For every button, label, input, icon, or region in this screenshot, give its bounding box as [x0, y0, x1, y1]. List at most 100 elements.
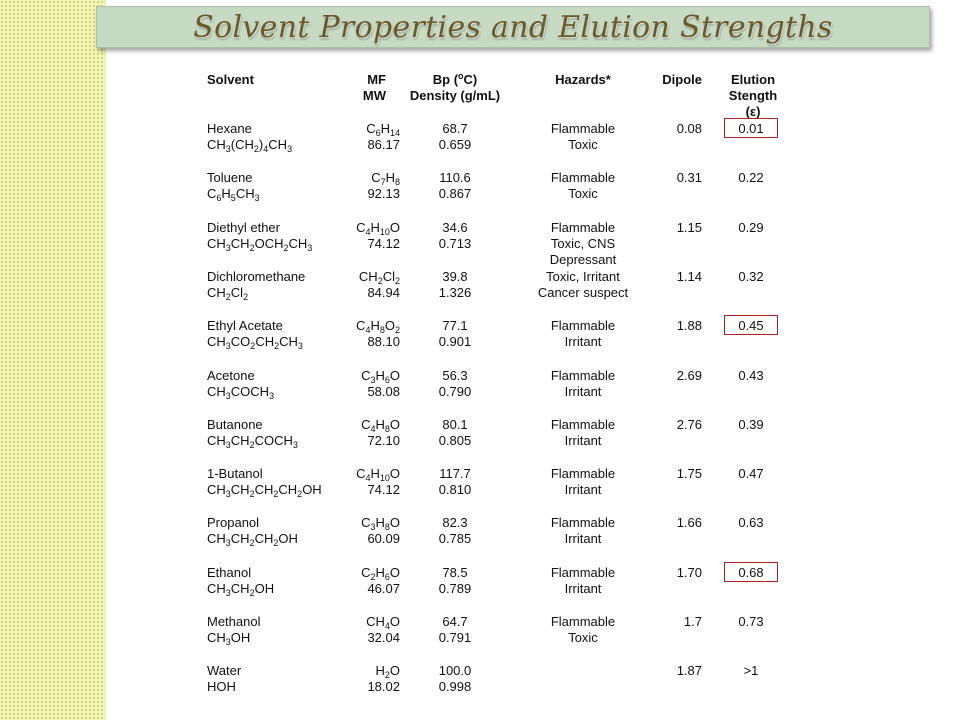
solvent-name-cell: Ethyl Acetate CH3CO2CH2CH3	[207, 318, 357, 351]
boiling-point: 56.3	[442, 368, 468, 383]
dipole-value: 1.88	[676, 318, 702, 333]
header-solvent: Solvent	[207, 72, 357, 88]
density: 0.790	[438, 384, 472, 399]
elution-cell: 0.47	[722, 466, 780, 482]
boiling-point: 110.6	[439, 170, 471, 185]
solvent-structural-formula: CH3CH2OH	[207, 581, 275, 598]
molecular-weight: 32.04	[367, 630, 400, 645]
solvent-name-cell: Dichloromethane CH2Cl2	[207, 269, 357, 302]
dipole-cell: 0.31	[640, 170, 702, 186]
hazard-text: Flammable	[550, 368, 616, 383]
molecular-weight: 58.08	[367, 384, 400, 399]
elution-value: 0.32	[738, 269, 764, 284]
molecular-weight: 74.12	[367, 236, 400, 251]
solvent-name-cell: Propanol CH3CH2CH2OH	[207, 515, 357, 548]
dipole-cell: 1.88	[640, 318, 702, 334]
density: 0.810	[438, 482, 472, 497]
hazard-text: Flammable	[550, 466, 616, 481]
bp-density-cell: 64.7 0.791	[400, 614, 510, 646]
density: 0.901	[438, 334, 472, 349]
header-mf-mw: MF MW	[330, 72, 386, 104]
solvent-name: Water	[207, 663, 242, 678]
hazards-cell: Flammable Toxic, CNS Depressant	[520, 220, 646, 268]
solvent-name: Dichloromethane	[207, 269, 306, 284]
solvent-name: Propanol	[207, 515, 260, 530]
hazards-cell: Toxic, Irritant Cancer suspect	[520, 269, 646, 301]
header-bp-density: Bp (oC) Density (g/mL)	[400, 72, 510, 104]
elution-value: 0.73	[738, 614, 764, 629]
dipole-value: 1.66	[676, 515, 702, 530]
dipole-value: 2.69	[676, 368, 702, 383]
solvent-name-cell: Toluene C6H5CH3	[207, 170, 357, 203]
hazard-text: Irritant	[564, 531, 602, 546]
solvent-structural-formula: CH3CH2CH2OH	[207, 531, 298, 548]
hazard-text: Toxic	[568, 186, 598, 201]
elution-cell: 0.29	[722, 220, 780, 236]
solvent-name-cell: Butanone CH3CH2COCH3	[207, 417, 357, 450]
header-mw-label: MW	[362, 88, 386, 103]
mf-mw-cell: C4H8O 72.10	[330, 417, 400, 449]
elution-value: >1	[743, 663, 759, 678]
hazards-cell: Flammable Irritant	[520, 318, 646, 350]
molecular-formula: H2O	[375, 663, 400, 680]
hazards-cell: Flammable Irritant	[520, 368, 646, 400]
hazard-text: Toxic, Irritant	[546, 269, 620, 284]
hazard-text: Flammable	[550, 515, 616, 530]
elution-highlight-box	[724, 562, 778, 582]
header-elution-label-1: Elution	[730, 72, 776, 87]
elution-cell: 0.32	[722, 269, 780, 285]
bp-density-cell: 117.7 0.810	[400, 466, 510, 498]
elution-value: 0.39	[738, 417, 764, 432]
density: 0.713	[438, 236, 472, 251]
solvent-name: Methanol	[207, 614, 261, 629]
hazards-cell: Flammable Irritant	[520, 466, 646, 498]
bp-density-cell: 77.1 0.901	[400, 318, 510, 350]
mf-mw-cell: C7H8 92.13	[330, 170, 400, 202]
dipole-value: 1.14	[676, 269, 702, 284]
molecular-formula: C4H10O	[356, 220, 400, 237]
boiling-point: 39.8	[442, 269, 468, 284]
bp-density-cell: 39.8 1.326	[400, 269, 510, 301]
solvent-name: Acetone	[207, 368, 255, 383]
density: 0.785	[438, 531, 472, 546]
solvent-name-cell: Methanol CH3OH	[207, 614, 357, 647]
solvent-structural-formula: CH3CH2CH2CH2OH	[207, 482, 322, 499]
dipole-value: 0.31	[676, 170, 702, 185]
solvent-structural-formula: CH3(CH2)4CH3	[207, 137, 293, 154]
hazards-cell: Flammable Toxic	[520, 614, 646, 646]
hazard-text: Cancer suspect	[537, 285, 629, 300]
hazard-text: Flammable	[550, 220, 616, 235]
bp-density-cell: 78.5 0.789	[400, 565, 510, 597]
mf-mw-cell: C3H6O 58.08	[330, 368, 400, 400]
solvent-name: Ethanol	[207, 565, 252, 580]
boiling-point: 100.0	[438, 663, 472, 678]
density: 1.326	[438, 285, 472, 300]
header-dipole-label: Dipole	[662, 72, 702, 87]
solvent-name: Hexane	[207, 121, 252, 136]
solvent-name: Toluene	[207, 170, 253, 185]
boiling-point: 78.5	[442, 565, 468, 580]
elution-cell: 0.68	[722, 565, 780, 581]
mf-mw-cell: CH2Cl2 84.94	[330, 269, 400, 301]
solvent-name: 1-Butanol	[207, 466, 263, 481]
dipole-value: 1.87	[676, 663, 702, 678]
dipole-value: 1.75	[676, 466, 702, 481]
dipole-value: 0.08	[676, 121, 702, 136]
elution-value: 0.43	[738, 368, 764, 383]
molecular-weight: 60.09	[367, 531, 400, 546]
solvent-structural-formula: CH3CH2COCH3	[207, 433, 298, 450]
boiling-point: 34.6	[442, 220, 468, 235]
molecular-weight: 86.17	[367, 137, 400, 152]
molecular-weight: 18.02	[367, 679, 400, 694]
dipole-cell: 2.69	[640, 368, 702, 384]
dipole-cell: 1.7	[640, 614, 702, 630]
solvent-name-cell: Acetone CH3COCH3	[207, 368, 357, 401]
bp-density-cell: 80.1 0.805	[400, 417, 510, 449]
boiling-point: 64.7	[442, 614, 468, 629]
density: 0.659	[438, 137, 472, 152]
boiling-point: 82.3	[442, 515, 468, 530]
mf-mw-cell: C4H8O2 88.10	[330, 318, 400, 350]
solvent-name: Ethyl Acetate	[207, 318, 283, 333]
dipole-cell: 1.15	[640, 220, 702, 236]
